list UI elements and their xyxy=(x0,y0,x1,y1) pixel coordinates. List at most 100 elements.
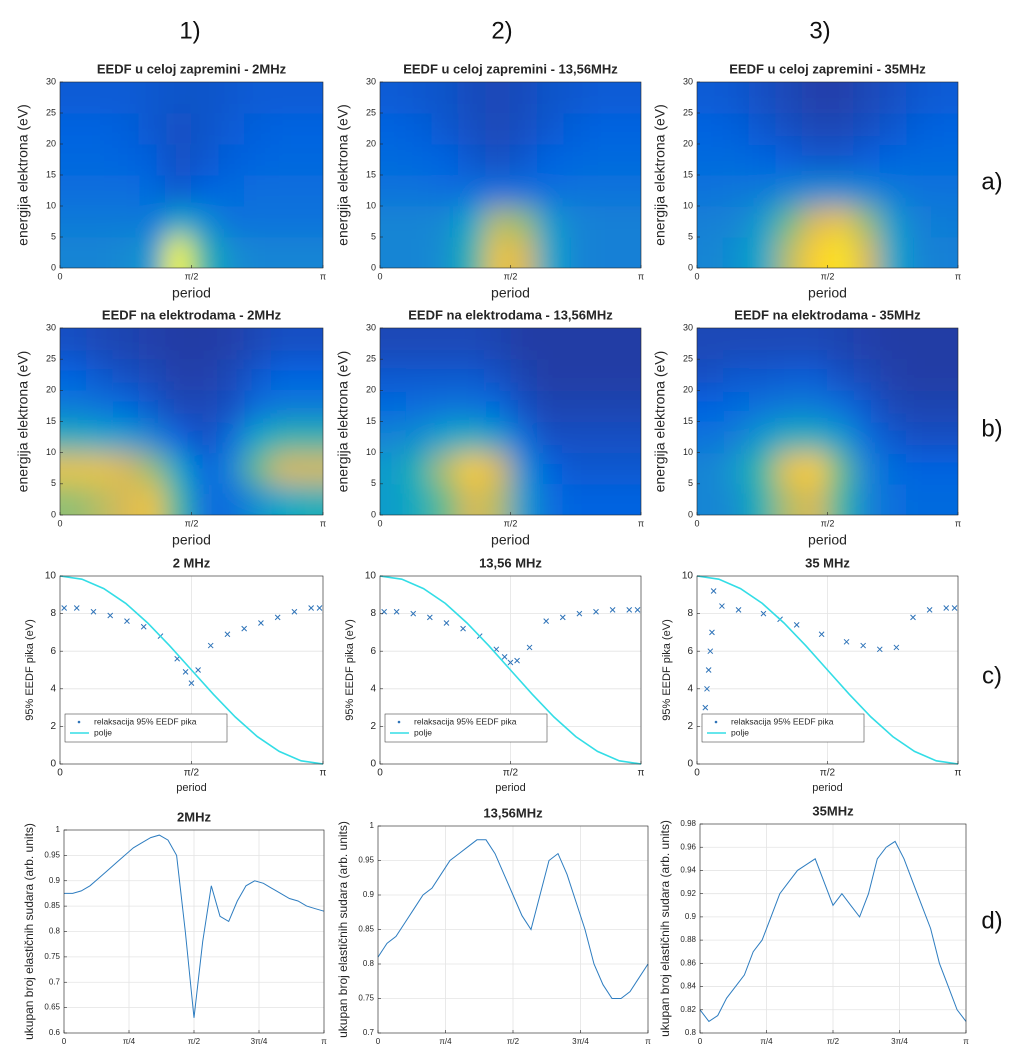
marker xyxy=(634,606,641,613)
heatmap-cell xyxy=(191,421,219,454)
heatmap-cell xyxy=(536,483,564,515)
y-tick-label: 5 xyxy=(51,231,56,241)
marker xyxy=(818,631,825,638)
x-tick-label: 0 xyxy=(694,271,699,281)
heatmap-cell xyxy=(406,421,433,454)
heatmap-cell xyxy=(191,113,219,145)
line xyxy=(377,839,649,999)
heatmap-cell xyxy=(380,82,407,114)
heatmap-cell xyxy=(112,237,140,268)
heatmap-cell xyxy=(217,175,245,207)
marker xyxy=(702,704,709,711)
heatmap-cell xyxy=(723,390,750,422)
y-tick-label: 25 xyxy=(683,354,693,364)
row-label: b) xyxy=(981,415,1002,442)
heatmap-cell xyxy=(217,452,245,485)
heatmap-cell xyxy=(931,483,958,515)
y-tick-label: 0 xyxy=(688,509,693,519)
heatmap-cell xyxy=(138,328,166,360)
heatmap-cell xyxy=(458,144,485,176)
heatmap-cell xyxy=(296,421,323,454)
heatmap-cell xyxy=(879,359,907,391)
row-label: c) xyxy=(982,662,1002,689)
heatmap xyxy=(697,328,958,515)
heatmap-cell xyxy=(138,359,166,391)
marker xyxy=(195,667,201,673)
heatmap-cell xyxy=(191,390,219,422)
marker xyxy=(735,606,742,613)
heatmap-cell xyxy=(562,359,590,391)
legend-swatch xyxy=(397,720,401,724)
heatmap-cell xyxy=(801,237,829,268)
heatmap-cell xyxy=(931,82,958,114)
heatmap-cell xyxy=(484,452,512,485)
marker xyxy=(426,614,433,621)
chart-title: EEDF na elektrodama - 2MHz xyxy=(102,307,282,322)
marker xyxy=(951,605,958,611)
y-tick-label: 10 xyxy=(365,571,377,582)
heatmap-cell xyxy=(484,483,512,515)
heatmap-cell xyxy=(60,390,87,422)
marker xyxy=(910,614,916,621)
heatmap-cell xyxy=(536,144,564,176)
heatmap-cell xyxy=(723,144,750,176)
marker xyxy=(308,605,314,611)
heatmap-cell xyxy=(931,144,958,176)
x-tick-label: 0 xyxy=(57,271,62,281)
heatmap-cell xyxy=(138,390,166,422)
panel: 0 π/4 π/2 3π/4 π 0.8 0.82 0.84 0.86 0.88 0.9 0.92 0.… xyxy=(658,803,969,1049)
heatmap-cell xyxy=(60,206,87,238)
y-tick-label: 0.6 xyxy=(49,1028,61,1037)
y-tick-label: 0.9 xyxy=(49,876,61,885)
heatmap-cell xyxy=(588,483,616,515)
y-tick-label: 30 xyxy=(683,322,693,332)
heatmap-cell xyxy=(86,206,114,238)
heatmap-cell xyxy=(562,328,590,360)
y-axis-label: 95% EEDF pika (eV) xyxy=(344,619,356,720)
marker xyxy=(860,642,867,649)
heatmap-cell xyxy=(112,359,140,391)
heatmap-cell xyxy=(380,113,407,145)
heatmap-cell xyxy=(614,237,641,268)
heatmap-cell xyxy=(905,421,933,454)
heatmap-cell xyxy=(432,113,459,145)
heatmap-cell xyxy=(138,421,166,454)
heatmap-cell xyxy=(723,483,750,515)
marker xyxy=(61,605,68,611)
line xyxy=(379,575,642,765)
heatmap-cell xyxy=(723,113,750,145)
heatmap-cell xyxy=(749,421,776,454)
x-tick-label: 0 xyxy=(376,1037,381,1046)
y-tick-label: 1 xyxy=(370,821,375,830)
chart-title: 2 MHz xyxy=(173,555,211,570)
heatmap-cell xyxy=(562,390,590,422)
heatmap-cell xyxy=(138,206,166,238)
marker xyxy=(626,606,633,613)
y-tick-label: 0 xyxy=(371,509,376,519)
y-tick-label: 6 xyxy=(687,646,693,657)
heatmap-cell xyxy=(749,237,776,268)
heatmap-cell xyxy=(879,328,907,360)
heatmap-cell xyxy=(749,390,776,422)
marker xyxy=(291,608,298,615)
y-tick-label: 20 xyxy=(683,385,693,395)
heatmap-cell xyxy=(406,483,433,515)
heatmap-cell xyxy=(86,421,114,454)
heatmap-cell xyxy=(244,82,271,114)
heatmap-cell xyxy=(484,175,512,207)
y-tick-label: 0 xyxy=(688,262,693,272)
y-tick-label: 30 xyxy=(46,76,56,86)
heatmap-cell xyxy=(614,452,641,485)
marker xyxy=(107,612,114,619)
heatmap-cell xyxy=(244,144,271,176)
heatmap-cell xyxy=(775,175,802,207)
heatmap-cell xyxy=(86,483,114,515)
heatmap-cell xyxy=(191,452,219,485)
heatmap-cell xyxy=(853,113,881,145)
line xyxy=(696,575,959,765)
legend-label: relaksacija 95% EEDF pika xyxy=(414,716,517,726)
y-tick-label: 0.85 xyxy=(358,925,374,934)
heatmap-cell xyxy=(827,175,855,207)
heatmap-cells xyxy=(697,82,958,268)
